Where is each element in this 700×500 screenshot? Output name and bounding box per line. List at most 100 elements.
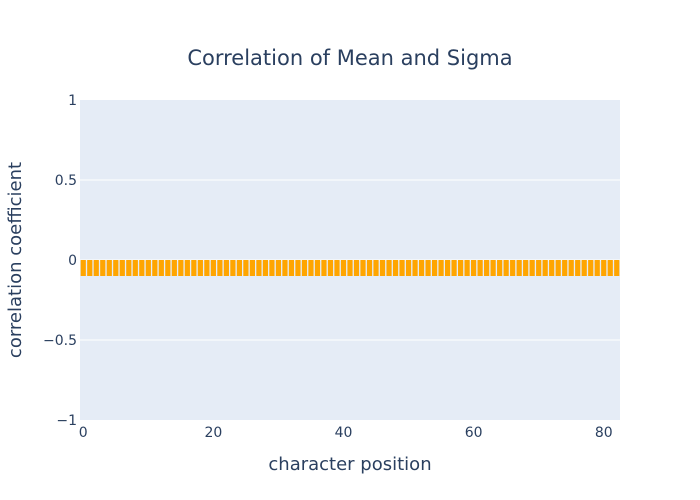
bar (230, 260, 236, 276)
bar (444, 260, 451, 276)
bar (256, 260, 262, 276)
bar (386, 260, 392, 276)
y-tick-label: 0 (68, 253, 77, 269)
y-tick-labels: 1 0.5 0 −0.5 −1 (43, 93, 77, 429)
bar (399, 260, 405, 276)
bar (607, 260, 613, 276)
bar (340, 260, 347, 276)
x-tick-label: 40 (335, 425, 353, 441)
y-axis-title: correlation coefficient (5, 162, 26, 358)
bar (184, 260, 190, 276)
bar (373, 260, 379, 276)
bar (412, 260, 418, 276)
bar (100, 260, 106, 276)
bar (132, 260, 138, 276)
bar (314, 260, 321, 276)
bar (210, 260, 216, 276)
bar (601, 260, 607, 276)
bar (243, 260, 249, 276)
y-tick-label: 0.5 (55, 173, 77, 189)
bar (126, 260, 132, 276)
bar (542, 260, 548, 276)
bar (614, 260, 620, 276)
bar (197, 260, 203, 276)
bar (152, 260, 158, 276)
bar (490, 260, 496, 276)
bar (497, 260, 503, 276)
bar (360, 260, 366, 276)
bar (171, 260, 177, 276)
bar (418, 260, 425, 276)
bar (588, 260, 594, 276)
bar (139, 260, 145, 276)
bar (555, 260, 561, 276)
bar (503, 260, 509, 276)
bar (223, 260, 229, 276)
x-tick-label: 20 (204, 425, 222, 441)
bar (282, 260, 288, 276)
bar (106, 260, 112, 276)
bar (562, 260, 568, 276)
y-tick-label: −0.5 (43, 333, 77, 349)
bar (308, 260, 314, 276)
bar (87, 260, 93, 276)
bar (471, 260, 477, 276)
bar (145, 260, 151, 276)
bar (458, 260, 464, 276)
bar (366, 260, 373, 276)
bar (464, 260, 470, 276)
bar (249, 260, 256, 276)
bar (295, 260, 301, 276)
bar (523, 260, 529, 276)
bar (431, 260, 438, 276)
bar (191, 260, 197, 276)
bar (379, 260, 386, 276)
bar (262, 260, 269, 276)
bar (80, 260, 86, 276)
bar (575, 260, 581, 276)
x-tick-labels: 0 20 40 60 80 (79, 425, 613, 441)
bar (510, 260, 516, 276)
bar (477, 260, 483, 276)
bar (236, 260, 242, 276)
bar (301, 260, 308, 276)
x-tick-label: 80 (595, 425, 613, 441)
bars (80, 260, 620, 276)
bar (165, 260, 171, 276)
bar (275, 260, 282, 276)
bar (594, 260, 600, 276)
bar (438, 260, 444, 276)
bar (405, 260, 412, 276)
bar (529, 260, 535, 276)
bar (204, 260, 210, 276)
bar (425, 260, 431, 276)
x-tick-label: 60 (465, 425, 483, 441)
bar (392, 260, 399, 276)
bar (93, 260, 99, 276)
bar (353, 260, 360, 276)
bar (269, 260, 275, 276)
bar (288, 260, 295, 276)
bar (549, 260, 555, 276)
x-axis-title: character position (268, 454, 431, 475)
chart-title: Correlation of Mean and Sigma (187, 46, 512, 70)
y-tick-label: 1 (68, 93, 77, 109)
bar (321, 260, 327, 276)
bar (451, 260, 457, 276)
bar (516, 260, 522, 276)
bar (119, 260, 125, 276)
bar (536, 260, 542, 276)
bar (113, 260, 119, 276)
bar (568, 260, 574, 276)
bar (217, 260, 223, 276)
bar (334, 260, 340, 276)
bar (327, 260, 334, 276)
x-tick-label: 0 (79, 425, 88, 441)
bar (178, 260, 184, 276)
bar (347, 260, 353, 276)
bar (581, 260, 587, 276)
bar (484, 260, 490, 276)
bar (158, 260, 164, 276)
y-tick-label: −1 (56, 413, 77, 429)
